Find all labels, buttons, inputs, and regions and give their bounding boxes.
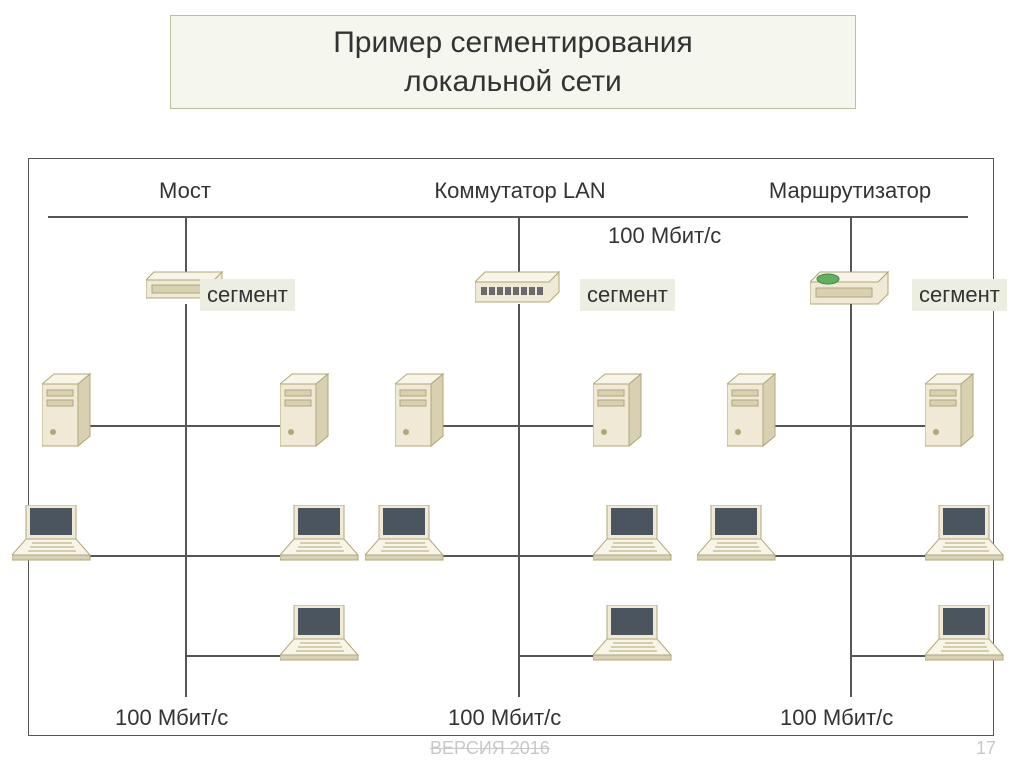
server-branch (443, 425, 593, 427)
laptop-icon (697, 505, 779, 565)
laptop-branch (850, 655, 925, 657)
top-speed-label: 100 Мбит/с (608, 223, 721, 249)
laptop-branch (518, 655, 593, 657)
server-branch (90, 425, 280, 427)
laptop-icon (365, 505, 447, 565)
router-icon (810, 268, 894, 312)
bottom-speed-label: 100 Мбит/с (115, 705, 228, 731)
laptop-branch (185, 655, 280, 657)
bottom-speed-label: 100 Мбит/с (780, 705, 893, 731)
laptop-icon (925, 505, 1007, 565)
laptop-branch (775, 555, 925, 557)
server-icon (727, 370, 779, 450)
footer-page: 17 (976, 738, 996, 759)
server-icon (395, 370, 447, 450)
segment-label: сегмент (200, 279, 295, 311)
drop-line (850, 216, 852, 276)
drop-line (518, 216, 520, 276)
col-header-router: Маршрутизатор (760, 178, 940, 204)
server-branch (775, 425, 925, 427)
segment-label: сегмент (912, 279, 1007, 311)
laptop-icon (925, 605, 1007, 665)
server-icon (42, 370, 94, 450)
laptop-icon (593, 505, 675, 565)
col-header-switch: Коммутатор LAN (420, 178, 620, 204)
laptop-branch (443, 555, 593, 557)
switch-icon (475, 268, 565, 312)
bottom-speed-label: 100 Мбит/с (448, 705, 561, 731)
laptop-icon (12, 505, 94, 565)
footer-version: ВЕРСИЯ 2016 (430, 738, 550, 759)
server-icon (280, 370, 332, 450)
segment-bus (850, 304, 852, 697)
server-icon (593, 370, 645, 450)
laptop-icon (280, 505, 362, 565)
segment-bus (185, 304, 187, 697)
title-line-1: Пример сегментирования (171, 23, 855, 62)
laptop-branch (90, 555, 280, 557)
laptop-icon (280, 605, 362, 665)
segment-bus (518, 304, 520, 697)
title-line-2: локальной сети (171, 62, 855, 101)
col-header-bridge: Мост (130, 178, 240, 204)
server-icon (925, 370, 977, 450)
laptop-icon (593, 605, 675, 665)
title-box: Пример сегментирования локальной сети (170, 15, 856, 109)
segment-label: сегмент (580, 279, 675, 311)
drop-line (185, 216, 187, 276)
